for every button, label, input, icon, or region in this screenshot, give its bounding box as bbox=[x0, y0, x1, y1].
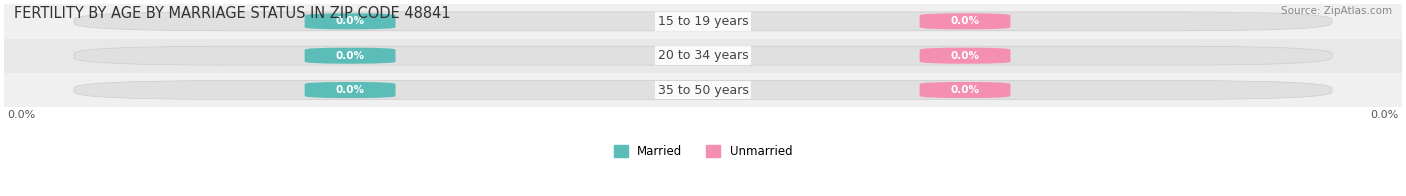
Text: 35 to 50 years: 35 to 50 years bbox=[658, 83, 748, 96]
FancyBboxPatch shape bbox=[75, 12, 1331, 31]
Text: 0.0%: 0.0% bbox=[950, 85, 980, 95]
Text: Source: ZipAtlas.com: Source: ZipAtlas.com bbox=[1281, 6, 1392, 16]
Bar bbox=[4, 73, 1402, 107]
Text: 0.0%: 0.0% bbox=[950, 16, 980, 26]
Text: 0.0%: 0.0% bbox=[950, 51, 980, 61]
FancyBboxPatch shape bbox=[75, 81, 1331, 99]
Text: 20 to 34 years: 20 to 34 years bbox=[658, 49, 748, 62]
FancyBboxPatch shape bbox=[920, 13, 1011, 29]
Text: 0.0%: 0.0% bbox=[1369, 110, 1399, 120]
FancyBboxPatch shape bbox=[920, 82, 1011, 98]
Text: FERTILITY BY AGE BY MARRIAGE STATUS IN ZIP CODE 48841: FERTILITY BY AGE BY MARRIAGE STATUS IN Z… bbox=[14, 6, 451, 21]
FancyBboxPatch shape bbox=[305, 13, 395, 29]
Text: 15 to 19 years: 15 to 19 years bbox=[658, 15, 748, 28]
Text: 0.0%: 0.0% bbox=[336, 51, 364, 61]
Text: 0.0%: 0.0% bbox=[7, 110, 37, 120]
Text: 0.0%: 0.0% bbox=[336, 85, 364, 95]
FancyBboxPatch shape bbox=[920, 48, 1011, 64]
Text: 0.0%: 0.0% bbox=[336, 16, 364, 26]
FancyBboxPatch shape bbox=[305, 48, 395, 64]
Legend: Married, Unmarried: Married, Unmarried bbox=[609, 141, 797, 163]
Bar bbox=[4, 4, 1402, 38]
FancyBboxPatch shape bbox=[75, 46, 1331, 65]
Bar bbox=[4, 38, 1402, 73]
FancyBboxPatch shape bbox=[305, 82, 395, 98]
